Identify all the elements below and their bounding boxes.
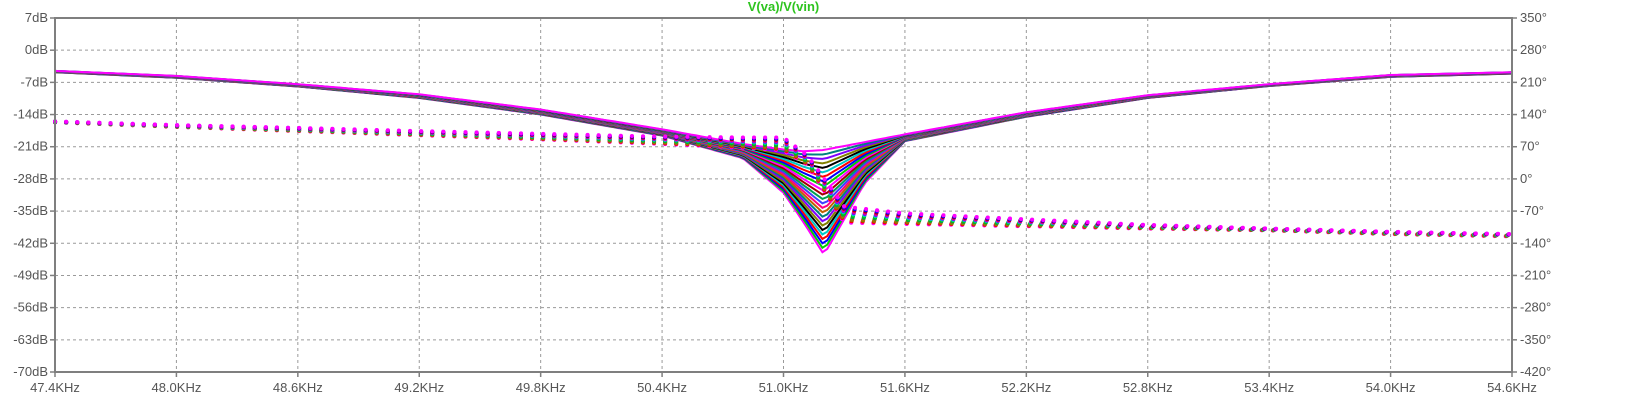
x-tick-label: 49.2KHz [394, 380, 444, 395]
x-tick-label: 54.6KHz [1487, 380, 1537, 395]
x-tick-label: 54.0KHz [1366, 380, 1416, 395]
y-right-tick-label: -70° [1520, 203, 1544, 218]
x-tick-label: 48.0KHz [151, 380, 201, 395]
y-left-tick-label: -14dB [13, 107, 48, 122]
x-tick-label: 49.8KHz [516, 380, 566, 395]
y-right-tick-label: 140° [1520, 107, 1547, 122]
y-right-tick-label: 0° [1520, 171, 1532, 186]
y-right-tick-label: 350° [1520, 10, 1547, 25]
phase-trace [53, 119, 1514, 237]
x-tick-label: 52.2KHz [1001, 380, 1051, 395]
x-tick-label: 51.6KHz [880, 380, 930, 395]
y-left-tick-label: -56dB [13, 300, 48, 315]
y-left-tick-label: -21dB [13, 139, 48, 154]
magnitude-traces [54, 69, 1513, 254]
phase-traces [53, 119, 1514, 239]
y-right-tick-label: 70° [1520, 139, 1540, 154]
chart-title: V(va)/V(vin) [748, 0, 820, 14]
x-tick-label: 51.0KHz [759, 380, 809, 395]
y-left-tick-label: 7dB [25, 10, 48, 25]
y-left-tick-label: -28dB [13, 171, 48, 186]
x-tick-labels: 47.4KHz 48.0KHz 48.6KHz 49.2KHz 49.8KHz 50.4K… [30, 380, 1537, 395]
y-right-tick-labels: 350° 280° 210° 140° 70° 0° -70° -140° -210° -280°… [1520, 10, 1551, 379]
y-right-tick-label: -140° [1520, 235, 1551, 250]
x-tick-label: 53.4KHz [1244, 380, 1294, 395]
y-right-tick-label: 210° [1520, 74, 1547, 89]
grid [55, 18, 1512, 372]
y-right-tick-label: -210° [1520, 267, 1551, 282]
y-left-tick-label: -7dB [21, 74, 48, 89]
y-left-tick-label: 0dB [25, 42, 48, 57]
y-right-tick-label: 280° [1520, 42, 1547, 57]
x-tick-label: 47.4KHz [30, 380, 80, 395]
x-tick-label: 48.6KHz [273, 380, 323, 395]
y-left-tick-label: -63dB [13, 332, 48, 347]
y-right-tick-label: -420° [1520, 364, 1551, 379]
y-left-tick-label: -35dB [13, 203, 48, 218]
y-right-tick-label: -350° [1520, 332, 1551, 347]
y-right-tick-label: -280° [1520, 300, 1551, 315]
magnitude-trace [54, 69, 1513, 153]
y-left-tick-label: -49dB [13, 267, 48, 282]
magnitude-trace [54, 70, 1513, 178]
y-left-tick-label: -70dB [13, 364, 48, 379]
tick-marks [50, 17, 1517, 377]
x-tick-label: 50.4KHz [637, 380, 687, 395]
y-left-tick-labels: 7dB 0dB -7dB -14dB -21dB -28dB -35dB -42dB -49dB… [13, 10, 48, 379]
x-tick-label: 52.8KHz [1123, 380, 1173, 395]
y-left-tick-label: -42dB [13, 235, 48, 250]
